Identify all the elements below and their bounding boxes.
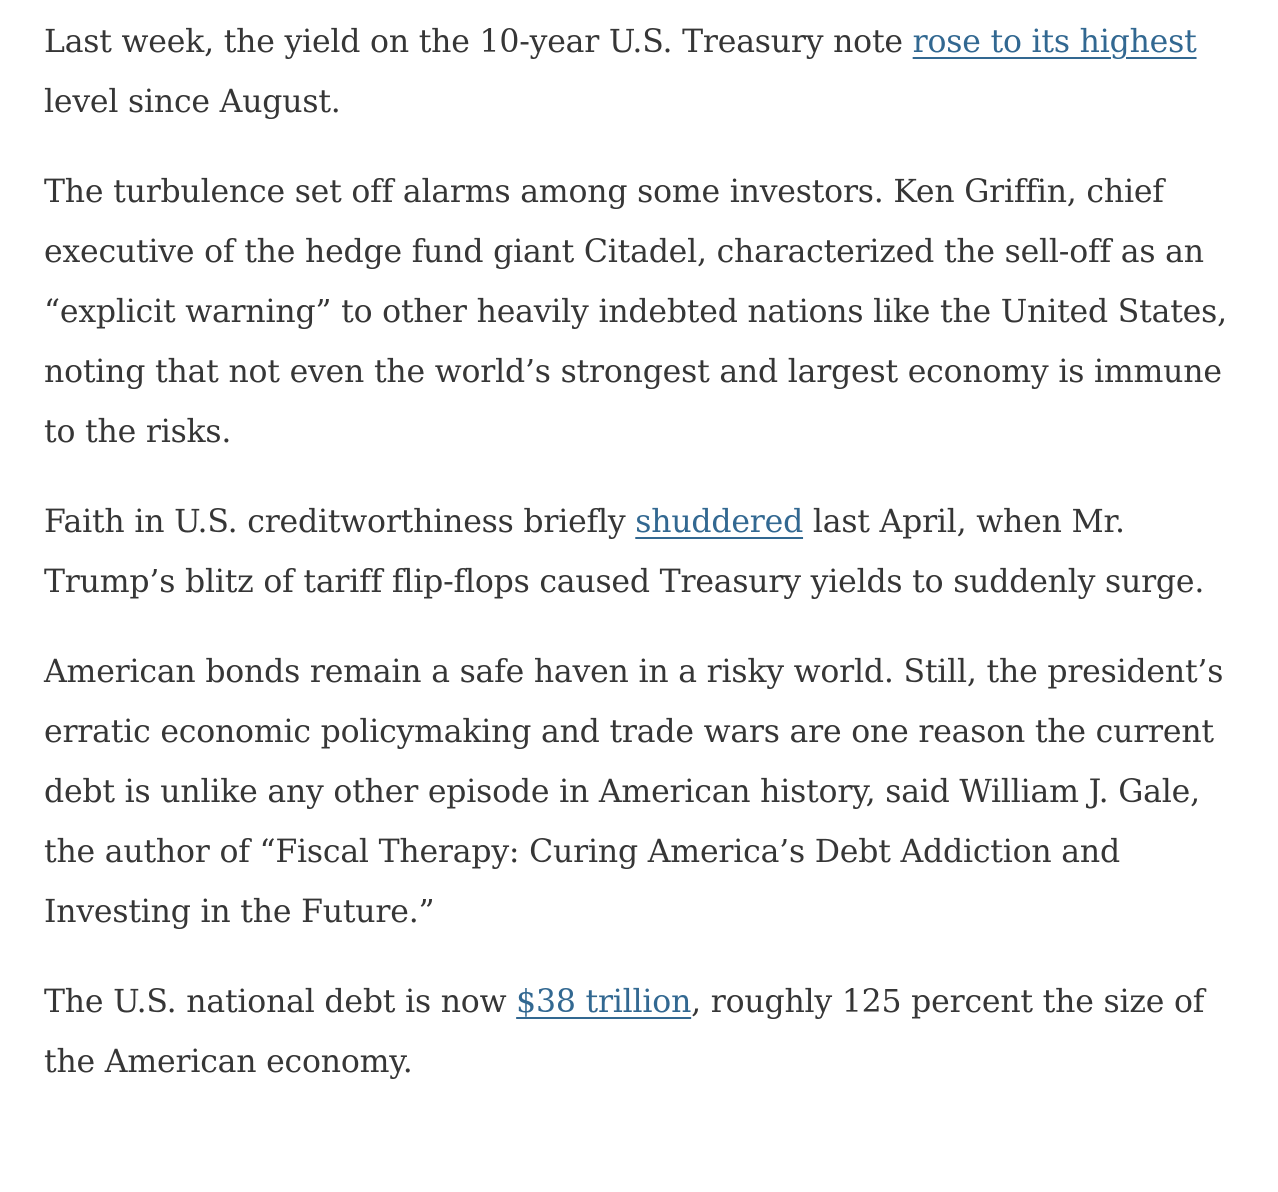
text-run: Last week, the yield on the 10-year U.S.…: [44, 24, 913, 60]
text-run: level since August.: [44, 84, 341, 120]
paragraph: American bonds remain a safe haven in a …: [44, 642, 1238, 942]
paragraph: The U.S. national debt is now $38 trilli…: [44, 972, 1238, 1092]
inline-link[interactable]: rose to its highest: [912, 24, 1197, 60]
text-run: Faith in U.S. creditworthiness briefly: [44, 504, 636, 540]
text-run: , roughly 125 percent the size of the Am…: [44, 984, 1205, 1080]
text-run: The U.S. national debt is now: [44, 984, 517, 1020]
inline-link[interactable]: shuddered: [635, 504, 804, 540]
text-run: last April, when Mr. Trump’s blitz of ta…: [44, 504, 1205, 600]
inline-link[interactable]: $38 trillion: [516, 984, 692, 1020]
paragraph: Last week, the yield on the 10-year U.S.…: [44, 12, 1238, 132]
text-run: American bonds remain a safe haven in a …: [44, 654, 1224, 930]
paragraph: The turbulence set off alarms among some…: [44, 162, 1238, 462]
text-run: The turbulence set off alarms among some…: [44, 174, 1227, 450]
paragraph: Faith in U.S. creditworthiness briefly s…: [44, 492, 1238, 612]
